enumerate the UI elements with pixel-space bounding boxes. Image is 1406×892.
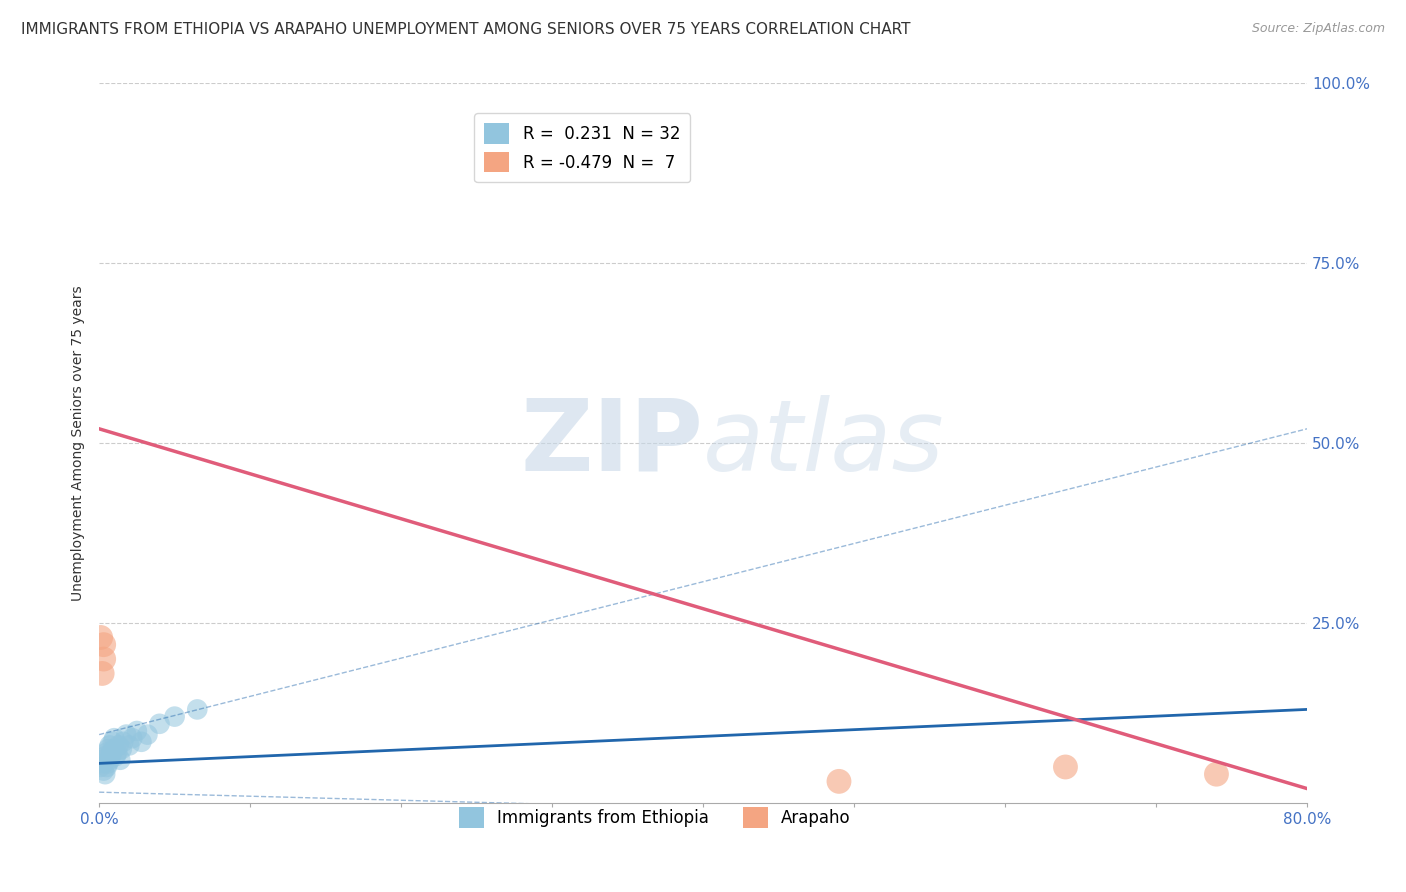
Point	[101, 735, 124, 749]
Legend: Immigrants from Ethiopia, Arapaho: Immigrants from Ethiopia, Arapaho	[453, 800, 858, 834]
Point	[110, 753, 132, 767]
Point	[186, 702, 208, 716]
Point	[1054, 760, 1077, 774]
Text: atlas: atlas	[703, 394, 945, 491]
Y-axis label: Unemployment Among Seniors over 75 years: Unemployment Among Seniors over 75 years	[72, 285, 86, 601]
Text: IMMIGRANTS FROM ETHIOPIA VS ARAPAHO UNEMPLOYMENT AMONG SENIORS OVER 75 YEARS COR: IMMIGRANTS FROM ETHIOPIA VS ARAPAHO UNEM…	[21, 22, 911, 37]
Point	[136, 728, 159, 742]
Point	[94, 767, 117, 781]
Point	[104, 749, 127, 764]
Point	[103, 731, 125, 746]
Point	[93, 652, 115, 666]
Point	[125, 724, 148, 739]
Point	[91, 666, 114, 681]
Point	[90, 631, 112, 645]
Point	[100, 746, 122, 760]
Point	[131, 735, 153, 749]
Point	[97, 742, 120, 756]
Point	[91, 753, 114, 767]
Point	[118, 739, 141, 753]
Point	[98, 739, 121, 753]
Point	[90, 760, 112, 774]
Point	[828, 774, 851, 789]
Point	[98, 753, 121, 767]
Point	[96, 746, 118, 760]
Point	[94, 749, 117, 764]
Point	[163, 709, 186, 723]
Text: Source: ZipAtlas.com: Source: ZipAtlas.com	[1251, 22, 1385, 36]
Point	[97, 756, 120, 771]
Point	[93, 764, 115, 778]
Point	[93, 638, 115, 652]
Point	[121, 731, 143, 746]
Point	[115, 728, 138, 742]
Point	[111, 742, 134, 756]
Point	[1205, 767, 1227, 781]
Point	[112, 735, 135, 749]
Point	[100, 749, 122, 764]
Point	[96, 760, 118, 774]
Point	[148, 716, 170, 731]
Point	[93, 756, 115, 771]
Point	[107, 739, 129, 753]
Point	[105, 746, 128, 760]
Point	[103, 742, 125, 756]
Text: ZIP: ZIP	[520, 394, 703, 491]
